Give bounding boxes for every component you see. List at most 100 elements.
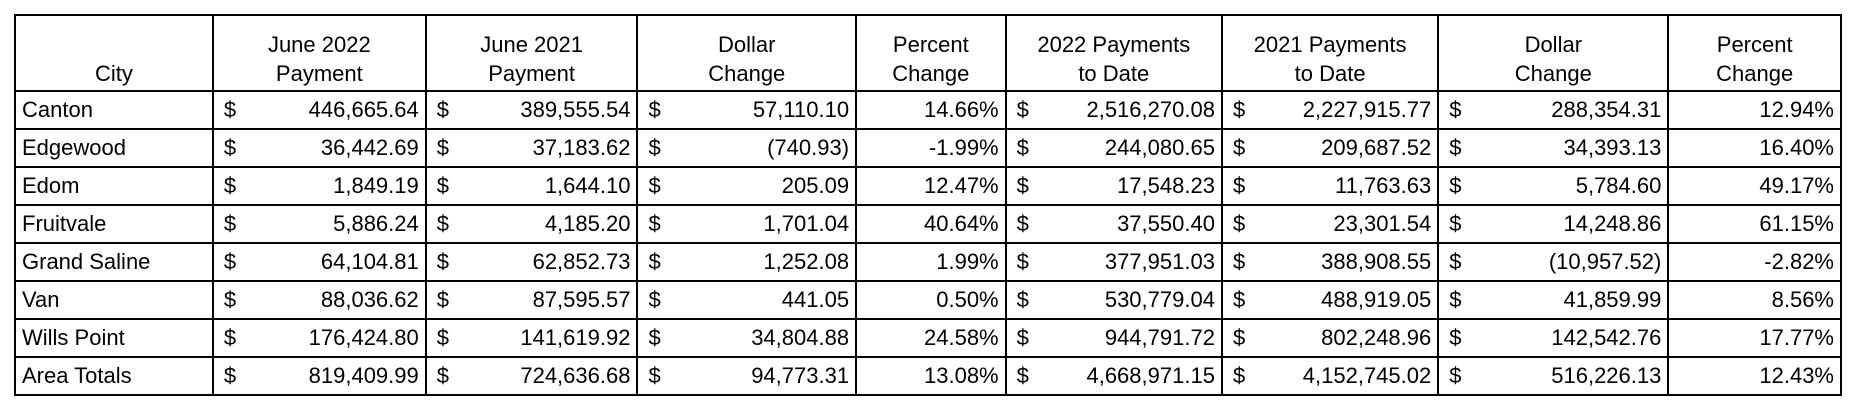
- cell-dollar-change-ytd: $288,354.31: [1437, 90, 1670, 130]
- currency-symbol: $: [1016, 173, 1029, 198]
- cell-value: 1,644.10: [544, 173, 631, 198]
- table-row: Van $88,036.62 $87,595.57 $441.05 0.50% $530,…: [14, 280, 1842, 320]
- cell-value: 1,252.08: [763, 249, 850, 274]
- cell-dollar-change-monthly: $1,252.08: [636, 242, 858, 282]
- currency-symbol: $: [1016, 287, 1029, 312]
- currency-symbol: $: [1016, 325, 1029, 350]
- currency-symbol: $: [1232, 287, 1246, 312]
- cell-june-2021-payment: $141,619.92: [424, 318, 639, 358]
- cell-value: 142,542.76: [1551, 325, 1662, 350]
- cell-june-2022-payment: $176,424.80: [211, 318, 427, 358]
- cell-value: 36,442.69: [320, 135, 419, 160]
- cell-value: 244,080.65: [1104, 135, 1215, 160]
- cell-dollar-change-monthly: $1,701.04: [636, 204, 858, 244]
- cell-value: 57,110.10: [752, 97, 850, 122]
- cell-june-2021-payment: $62,852.73: [424, 242, 639, 282]
- cell-dollar-change-monthly: $94,773.31: [636, 356, 858, 396]
- cell-percent-change-monthly: 0.50%: [855, 280, 1007, 320]
- cell-city: Area Totals: [14, 356, 214, 396]
- header-city: City: [14, 14, 214, 92]
- cell-june-2022-payment: $1,849.19: [211, 166, 427, 206]
- cell-city: Grand Saline: [14, 242, 214, 282]
- cell-value: 88,036.62: [320, 287, 419, 312]
- currency-symbol: $: [1016, 211, 1029, 236]
- currency-symbol: $: [436, 211, 449, 236]
- cell-dollar-change-ytd: $41,859.99: [1437, 280, 1670, 320]
- table-row: Grand Saline $64,104.81 $62,852.73 $1,252.0…: [14, 242, 1842, 282]
- cell-value: 23,301.54: [1333, 211, 1432, 236]
- cell-city: Wills Point: [14, 318, 214, 358]
- cell-dollar-change-monthly: $205.09: [636, 166, 858, 206]
- cell-value: 1,701.04: [763, 211, 850, 236]
- cell-dollar-change-monthly: $ (740.93): [636, 128, 858, 168]
- currency-symbol: $: [1449, 249, 1462, 274]
- cell-value: 11,763.63: [1335, 173, 1432, 198]
- header-percent-change-monthly: Percent Change: [855, 14, 1007, 92]
- cell-value: 94,773.31: [751, 363, 850, 388]
- cell-value: 5,886.24: [333, 211, 419, 236]
- cell-june-2022-payment: $819,409.99: [211, 356, 427, 396]
- table-row: Canton $446,665.64 $389,555.54 $57,110.10 14…: [14, 90, 1842, 130]
- cell-city: Edom: [14, 166, 214, 206]
- table-body: Canton $446,665.64 $389,555.54 $57,110.10 14…: [14, 90, 1842, 396]
- currency-symbol: $: [436, 249, 449, 274]
- cell-dollar-change-ytd: $ (10,957.52): [1437, 242, 1670, 282]
- cell-value: 34,393.13: [1563, 135, 1662, 160]
- cell-2022-payments-to-date: $944,791.72: [1004, 318, 1223, 358]
- cell-2021-payments-to-date: $488,919.05: [1220, 280, 1440, 320]
- currency-symbol: $: [648, 135, 661, 160]
- table-row: Fruitvale $5,886.24 $4,185.20 $1,701.04 40.6…: [14, 204, 1842, 244]
- currency-symbol: $: [1449, 173, 1462, 198]
- currency-symbol: $: [223, 325, 237, 350]
- cell-value: 62,852.73: [532, 249, 631, 274]
- cell-value: 64,104.81: [320, 249, 419, 274]
- currency-symbol: $: [1016, 135, 1029, 160]
- header-percent-change-ytd: Percent Change: [1667, 14, 1842, 92]
- cell-value: 802,248.96: [1321, 325, 1432, 350]
- cell-2021-payments-to-date: $11,763.63: [1220, 166, 1440, 206]
- cell-city: Canton: [14, 90, 214, 130]
- cell-percent-change-ytd: 8.56%: [1667, 280, 1842, 320]
- cell-percent-change-ytd: 61.15%: [1667, 204, 1842, 244]
- currency-symbol: $: [1449, 325, 1462, 350]
- cell-value: 2,516,270.08: [1086, 97, 1215, 122]
- currency-symbol: $: [223, 211, 237, 236]
- currency-symbol: $: [648, 287, 661, 312]
- totals-row: Area Totals $819,409.99 $724,636.68 $94,773…: [14, 356, 1842, 396]
- cell-2022-payments-to-date: $4,668,971.15: [1004, 356, 1223, 396]
- cell-percent-change-ytd: 17.77%: [1667, 318, 1842, 358]
- currency-symbol: $: [1232, 211, 1246, 236]
- cell-2022-payments-to-date: $377,951.03: [1004, 242, 1223, 282]
- header-row: City June 2022 Payment June 2021 Payment…: [14, 14, 1842, 92]
- currency-symbol: $: [648, 325, 661, 350]
- cell-2021-payments-to-date: $4,152,745.02: [1220, 356, 1440, 396]
- cell-june-2022-payment: $5,886.24: [211, 204, 427, 244]
- cell-value: 41,859.99: [1563, 287, 1662, 312]
- cell-june-2021-payment: $389,555.54: [424, 90, 639, 130]
- cell-june-2021-payment: $1,644.10: [424, 166, 639, 206]
- currency-symbol: $: [1449, 211, 1462, 236]
- cell-value: 205.09: [781, 173, 850, 198]
- cell-percent-change-ytd: 12.94%: [1667, 90, 1842, 130]
- cell-june-2021-payment: $4,185.20: [424, 204, 639, 244]
- header-june-2022-payment: June 2022 Payment: [211, 14, 427, 92]
- currency-symbol: $: [223, 249, 237, 274]
- cell-value: 4,185.20: [544, 211, 631, 236]
- cell-value: 37,183.62: [532, 135, 631, 160]
- cell-value: 176,424.80: [308, 325, 419, 350]
- cell-percent-change-ytd: -2.82%: [1667, 242, 1842, 282]
- cell-value: 209,687.52: [1321, 135, 1432, 160]
- cell-june-2022-payment: $64,104.81: [211, 242, 427, 282]
- currency-symbol: $: [648, 249, 661, 274]
- currency-symbol: $: [648, 211, 661, 236]
- cell-value: 377,951.03: [1104, 249, 1215, 274]
- cell-value: 441.05: [781, 287, 850, 312]
- table-row: Edom $1,849.19 $1,644.10 $205.09 12.47% $17,5…: [14, 166, 1842, 206]
- header-2021-payments-to-date: 2021 Payments to Date: [1220, 14, 1440, 92]
- cell-value: 37,550.40: [1117, 211, 1215, 236]
- cell-value: (10,957.52): [1548, 249, 1662, 274]
- cell-value: 724,636.68: [520, 363, 631, 388]
- cell-june-2021-payment: $87,595.57: [424, 280, 639, 320]
- currency-symbol: $: [1232, 325, 1246, 350]
- cell-value: 819,409.99: [308, 363, 419, 388]
